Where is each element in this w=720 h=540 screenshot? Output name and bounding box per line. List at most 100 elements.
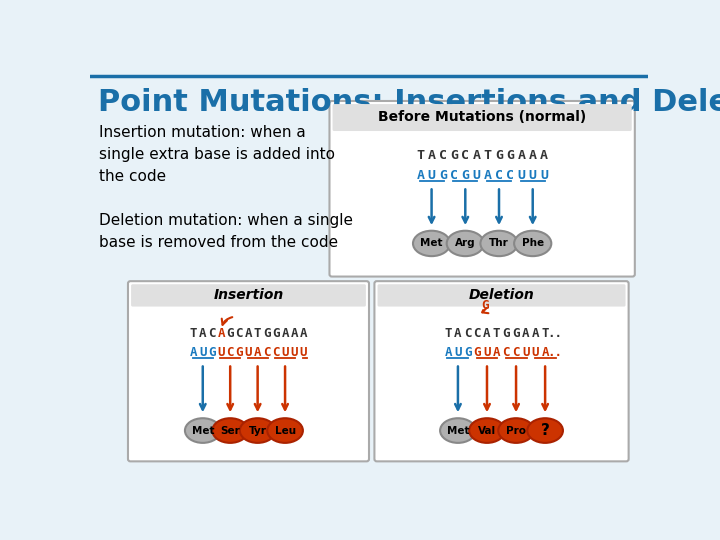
Text: Insertion: Insertion [213, 288, 284, 302]
Text: C: C [474, 327, 481, 340]
Text: Thr: Thr [489, 239, 509, 248]
Text: G: G [481, 299, 489, 312]
Text: Tyr: Tyr [248, 426, 266, 436]
Text: C: C [235, 327, 243, 340]
Text: A: A [454, 327, 462, 340]
Ellipse shape [469, 418, 505, 443]
Text: C: C [506, 169, 514, 182]
Text: A: A [428, 149, 436, 162]
Ellipse shape [185, 418, 220, 443]
Text: ..: .. [547, 346, 562, 359]
Text: T: T [541, 327, 549, 340]
Text: U: U [428, 169, 436, 182]
Text: C: C [503, 346, 510, 359]
Text: A: A [484, 169, 492, 182]
Text: Met: Met [446, 426, 469, 436]
Ellipse shape [527, 418, 563, 443]
Text: C: C [464, 327, 472, 340]
Text: G: G [263, 327, 271, 340]
Text: C: C [208, 327, 216, 340]
Text: Arg: Arg [455, 239, 476, 248]
Text: G: G [513, 327, 520, 340]
Text: G: G [208, 346, 216, 359]
FancyBboxPatch shape [377, 284, 626, 307]
Text: C: C [462, 149, 469, 162]
FancyBboxPatch shape [333, 104, 631, 131]
Text: ..: .. [547, 327, 562, 340]
Text: U: U [518, 169, 526, 182]
Ellipse shape [498, 418, 534, 443]
Text: A: A [444, 346, 452, 359]
Text: A: A [531, 327, 539, 340]
Text: U: U [472, 169, 480, 182]
FancyBboxPatch shape [131, 284, 366, 307]
Text: Before Mutations (normal): Before Mutations (normal) [378, 110, 586, 124]
Text: Leu: Leu [274, 426, 296, 436]
Text: U: U [245, 346, 252, 359]
Text: U: U [454, 346, 462, 359]
Text: A: A [541, 346, 549, 359]
Text: A: A [493, 346, 500, 359]
Text: Deletion: Deletion [469, 288, 534, 302]
Text: C: C [450, 169, 458, 182]
Text: A: A [416, 169, 424, 182]
Text: T: T [254, 327, 261, 340]
Text: G: G [474, 346, 481, 359]
Text: C: C [438, 149, 447, 162]
Text: G: G [450, 149, 458, 162]
Text: G: G [464, 346, 472, 359]
Text: T: T [190, 327, 197, 340]
Text: T: T [416, 149, 424, 162]
Text: A: A [254, 346, 261, 359]
Ellipse shape [446, 231, 484, 256]
Text: A: A [522, 327, 529, 340]
Text: G: G [235, 346, 243, 359]
Text: C: C [227, 346, 234, 359]
FancyBboxPatch shape [330, 101, 635, 276]
Text: Val: Val [478, 426, 496, 436]
Text: A: A [300, 327, 307, 340]
Text: A: A [217, 327, 225, 340]
Text: ?: ? [541, 423, 549, 438]
Text: U: U [531, 346, 539, 359]
Text: G: G [438, 169, 447, 182]
Text: Insertion mutation: when a
single extra base is added into
the code: Insertion mutation: when a single extra … [99, 125, 336, 184]
Text: U: U [282, 346, 289, 359]
Ellipse shape [440, 418, 476, 443]
Text: G: G [495, 149, 503, 162]
Text: C: C [263, 346, 271, 359]
Text: G: G [506, 149, 514, 162]
Text: C: C [272, 346, 279, 359]
Text: U: U [199, 346, 207, 359]
Ellipse shape [413, 231, 450, 256]
Text: U: U [528, 169, 536, 182]
Text: Pro: Pro [506, 426, 526, 436]
Text: T: T [493, 327, 500, 340]
Ellipse shape [514, 231, 552, 256]
Text: Phe: Phe [522, 239, 544, 248]
Text: A: A [518, 149, 526, 162]
Text: G: G [462, 169, 469, 182]
Text: U: U [217, 346, 225, 359]
Text: A: A [540, 149, 548, 162]
Text: A: A [472, 149, 480, 162]
Text: A: A [190, 346, 197, 359]
Text: G: G [503, 327, 510, 340]
Text: T: T [444, 327, 452, 340]
Text: Ser: Ser [220, 426, 240, 436]
Text: C: C [513, 346, 520, 359]
FancyBboxPatch shape [374, 281, 629, 461]
Text: U: U [540, 169, 548, 182]
Text: U: U [290, 346, 298, 359]
Text: Point Mutations: Insertions and Deletions: Point Mutations: Insertions and Deletion… [98, 88, 720, 117]
Text: U: U [300, 346, 307, 359]
Text: Met: Met [420, 239, 443, 248]
Text: A: A [483, 327, 491, 340]
Text: C: C [495, 169, 503, 182]
Text: A: A [199, 327, 207, 340]
Text: U: U [483, 346, 491, 359]
Text: A: A [245, 327, 252, 340]
Text: U: U [522, 346, 529, 359]
Text: A: A [290, 327, 298, 340]
Ellipse shape [480, 231, 518, 256]
